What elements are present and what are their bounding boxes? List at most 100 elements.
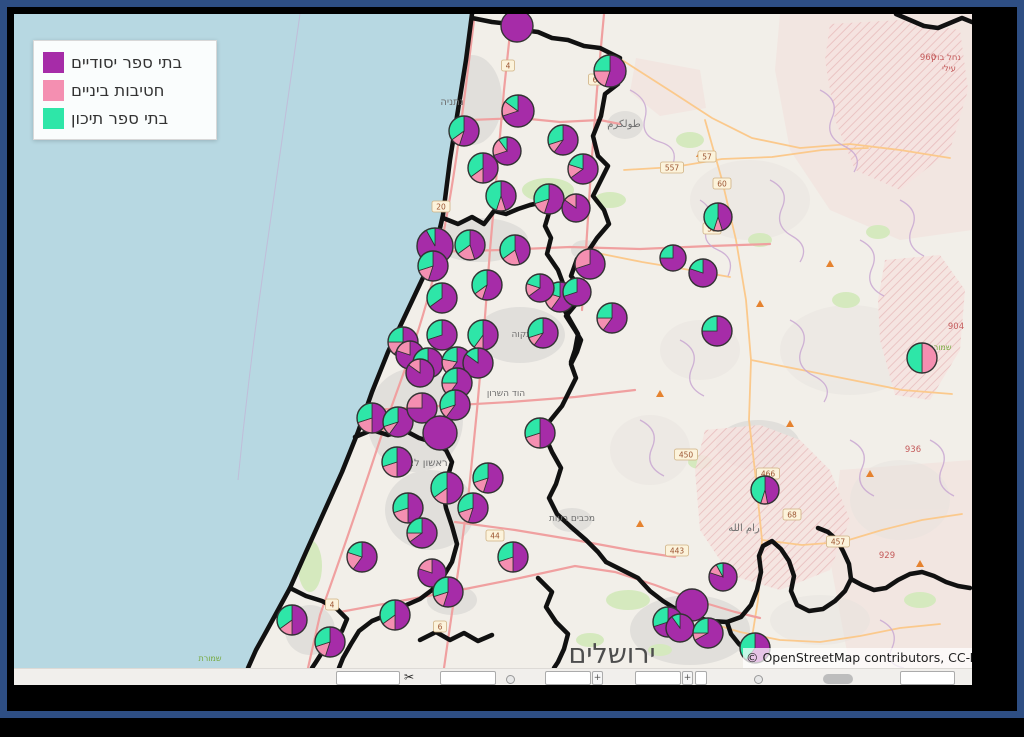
- pie-outline: [471, 269, 503, 301]
- road-shield-number: 457: [831, 538, 846, 547]
- pie-marker[interactable]: [379, 599, 411, 631]
- road-shield: [665, 544, 689, 557]
- legend-swatch-middle: [43, 79, 64, 101]
- pie-outline: [382, 406, 414, 438]
- pie-marker[interactable]: [703, 202, 733, 232]
- toolbar-mini-button[interactable]: [695, 671, 707, 685]
- pie-marker[interactable]: [471, 269, 503, 301]
- map-attribution-link[interactable]: © OpenStreetMap contributors, CC-BY-: [743, 648, 972, 668]
- pie-marker[interactable]: [561, 193, 591, 223]
- road-shield-number: 443: [670, 547, 685, 556]
- pie-marker[interactable]: [692, 617, 724, 649]
- pie-marker[interactable]: [406, 392, 438, 424]
- pie-marker[interactable]: [426, 282, 458, 314]
- pie-outline: [533, 183, 565, 215]
- pie-marker[interactable]: [356, 402, 388, 434]
- pie-marker[interactable]: [405, 358, 435, 388]
- city-label: מכבים רעות: [549, 514, 595, 524]
- pie-marker[interactable]: [574, 248, 606, 280]
- legend-swatch-elementary: [43, 51, 64, 73]
- pie-outline: [547, 124, 579, 156]
- toolbar-text-input-2[interactable]: [440, 671, 496, 685]
- pie-outline: [406, 517, 438, 549]
- toolbar-slider-knob[interactable]: [754, 675, 763, 684]
- pie-marker[interactable]: [417, 250, 449, 282]
- legend-swatch-high: [43, 107, 64, 129]
- legend-row-high: בתי ספר תיכון: [43, 104, 207, 132]
- pie-marker[interactable]: [276, 604, 308, 636]
- road-shield: [712, 177, 732, 190]
- pie-outline: [406, 392, 438, 424]
- pie-marker[interactable]: [314, 626, 346, 658]
- stepper-up-button-1[interactable]: +: [592, 671, 603, 685]
- stepper-up-button-2[interactable]: +: [682, 671, 693, 685]
- toolbar-number-input-3[interactable]: [900, 671, 955, 685]
- scissors-icon[interactable]: ✂: [404, 670, 415, 684]
- pie-marker[interactable]: [454, 229, 486, 261]
- pie-marker[interactable]: [567, 153, 599, 185]
- pie-marker[interactable]: [392, 492, 424, 524]
- pie-marker[interactable]: [457, 492, 489, 524]
- pie-outline: [659, 244, 687, 272]
- pie-marker[interactable]: [659, 244, 687, 272]
- pie-marker[interactable]: [906, 342, 938, 374]
- pie-marker[interactable]: [462, 347, 494, 379]
- pie-marker[interactable]: [467, 319, 499, 351]
- pie-marker[interactable]: [593, 54, 627, 88]
- toolbar-number-input-1[interactable]: [545, 671, 591, 685]
- pie-outline: [417, 250, 449, 282]
- pie-marker[interactable]: [485, 180, 517, 212]
- pie-marker[interactable]: [525, 273, 555, 303]
- pie-marker[interactable]: [596, 302, 628, 334]
- pie-marker[interactable]: [492, 136, 522, 166]
- pie-outline: [500, 14, 534, 43]
- pie-marker[interactable]: [381, 446, 413, 478]
- pie-outline: [574, 248, 606, 280]
- nature-reserve-label: שמורת: [928, 343, 951, 352]
- pie-marker[interactable]: [701, 315, 733, 347]
- toolbar-number-input-2[interactable]: [635, 671, 681, 685]
- pie-marker[interactable]: [346, 541, 378, 573]
- pie-marker[interactable]: [688, 258, 718, 288]
- pie-marker[interactable]: [422, 415, 458, 451]
- toolbar-text-input-1[interactable]: [336, 671, 400, 685]
- toolbar-slider-track[interactable]: [823, 674, 853, 684]
- pie-marker[interactable]: [497, 541, 529, 573]
- pie-outline: [596, 302, 628, 334]
- pie-marker[interactable]: [467, 152, 499, 184]
- pie-marker[interactable]: [439, 389, 471, 421]
- pie-outline: [426, 282, 458, 314]
- pie-marker[interactable]: [500, 14, 534, 43]
- pie-marker[interactable]: [524, 417, 556, 449]
- road-shield-number: 4: [330, 601, 335, 610]
- pie-outline: [472, 462, 504, 494]
- pie-outline: [457, 492, 489, 524]
- pie-marker[interactable]: [562, 277, 592, 307]
- pie-outline: [430, 471, 464, 505]
- pie-marker[interactable]: [382, 406, 414, 438]
- pie-marker[interactable]: [499, 234, 531, 266]
- pie-marker[interactable]: [750, 475, 780, 505]
- legend-label-high: בתי ספר תיכון: [71, 108, 169, 128]
- pie-marker[interactable]: [547, 124, 579, 156]
- pie-marker[interactable]: [448, 115, 480, 147]
- pie-outline: [379, 599, 411, 631]
- pie-marker[interactable]: [426, 319, 458, 351]
- toolbar-radio-button[interactable]: [506, 675, 515, 684]
- pie-outline: [501, 94, 535, 128]
- pie-marker[interactable]: [708, 562, 738, 592]
- reserve-label: עילי: [942, 64, 956, 74]
- pie-marker[interactable]: [430, 471, 464, 505]
- pie-marker[interactable]: [527, 317, 559, 349]
- pie-marker[interactable]: [533, 183, 565, 215]
- pie-marker[interactable]: [432, 576, 464, 608]
- pie-outline: [593, 54, 627, 88]
- road-shield-number: 20: [436, 203, 446, 212]
- pie-outline: [462, 347, 494, 379]
- pie-marker[interactable]: [472, 462, 504, 494]
- pie-marker[interactable]: [665, 613, 695, 643]
- legend-row-elementary: בתי ספר יסודיים: [43, 48, 207, 76]
- pie-marker[interactable]: [406, 517, 438, 549]
- pie-marker[interactable]: [501, 94, 535, 128]
